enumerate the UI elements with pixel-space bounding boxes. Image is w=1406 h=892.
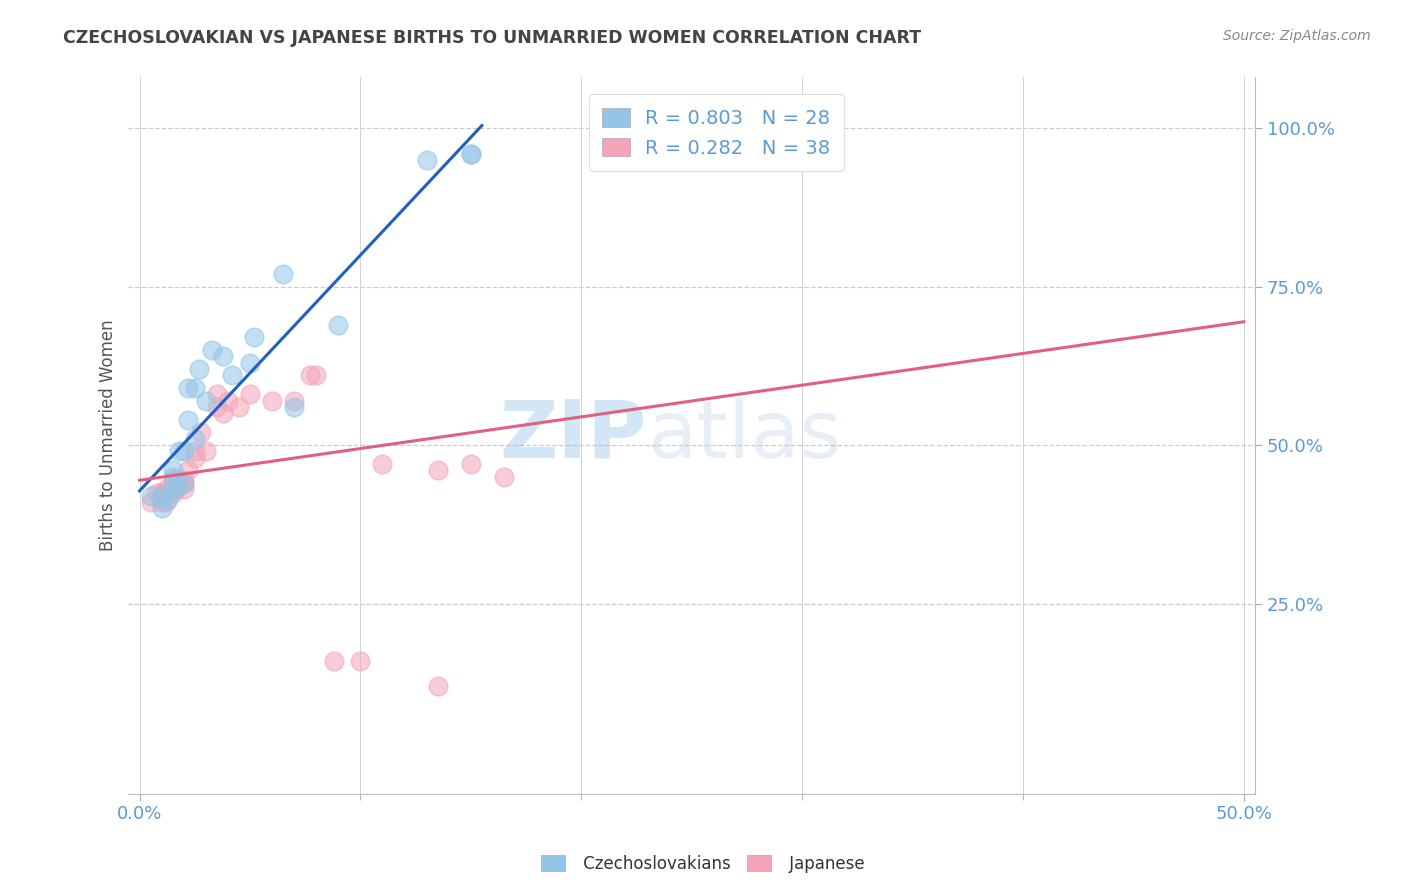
Point	[614, 146, 637, 161]
Point	[184, 432, 207, 446]
Point	[305, 368, 328, 383]
Point	[298, 368, 321, 383]
Point	[169, 444, 191, 458]
Point	[426, 463, 449, 477]
Point	[201, 343, 224, 357]
Point	[283, 400, 305, 414]
Point	[173, 483, 195, 497]
Point	[162, 473, 184, 487]
Point	[243, 330, 266, 344]
Point	[162, 483, 184, 497]
Point	[139, 489, 162, 503]
Point	[166, 483, 188, 497]
Point	[217, 393, 239, 408]
Point	[173, 444, 195, 458]
Point	[371, 457, 394, 471]
Point	[188, 362, 211, 376]
Point	[184, 450, 207, 465]
Point	[239, 356, 262, 370]
Point	[155, 485, 177, 500]
Point	[155, 483, 177, 497]
Point	[162, 469, 184, 483]
Point	[205, 400, 228, 414]
Point	[194, 393, 217, 408]
Point	[146, 485, 169, 500]
Legend: R = 0.803   N = 28, R = 0.282   N = 38: R = 0.803 N = 28, R = 0.282 N = 38	[589, 95, 844, 171]
Point	[162, 463, 184, 477]
Point	[190, 425, 212, 440]
Point	[460, 457, 482, 471]
Point	[212, 349, 235, 363]
Point	[349, 654, 371, 668]
Text: atlas: atlas	[647, 397, 841, 475]
Point	[283, 393, 305, 408]
Point	[139, 495, 162, 509]
Point	[460, 146, 482, 161]
Point	[415, 153, 437, 167]
Text: Source: ZipAtlas.com: Source: ZipAtlas.com	[1223, 29, 1371, 43]
Point	[166, 473, 188, 487]
Point	[150, 489, 173, 503]
Point	[460, 146, 482, 161]
Point	[184, 381, 207, 395]
Point	[194, 444, 217, 458]
Point	[271, 267, 294, 281]
Text: ZIP: ZIP	[499, 397, 647, 475]
Point	[150, 501, 173, 516]
Point	[166, 479, 188, 493]
Point	[322, 654, 344, 668]
Point	[184, 444, 207, 458]
Point	[177, 413, 200, 427]
Point	[173, 476, 195, 491]
Point	[155, 495, 177, 509]
Point	[212, 406, 235, 420]
Point	[173, 473, 195, 487]
Text: CZECHOSLOVAKIAN VS JAPANESE BIRTHS TO UNMARRIED WOMEN CORRELATION CHART: CZECHOSLOVAKIAN VS JAPANESE BIRTHS TO UN…	[63, 29, 921, 46]
Point	[228, 400, 250, 414]
Y-axis label: Births to Unmarried Women: Births to Unmarried Women	[100, 319, 117, 551]
Point	[328, 318, 350, 332]
Point	[205, 387, 228, 401]
Point	[173, 476, 195, 491]
Point	[162, 483, 184, 497]
Point	[492, 469, 515, 483]
Point	[239, 387, 262, 401]
Point	[426, 679, 449, 693]
Point	[150, 485, 173, 500]
Point	[177, 463, 200, 477]
Point	[162, 485, 184, 500]
Point	[157, 491, 180, 506]
Point	[150, 495, 173, 509]
Legend:  Czechoslovakians,  Japanese: Czechoslovakians, Japanese	[534, 848, 872, 880]
Point	[177, 381, 200, 395]
Point	[260, 393, 283, 408]
Point	[221, 368, 243, 383]
